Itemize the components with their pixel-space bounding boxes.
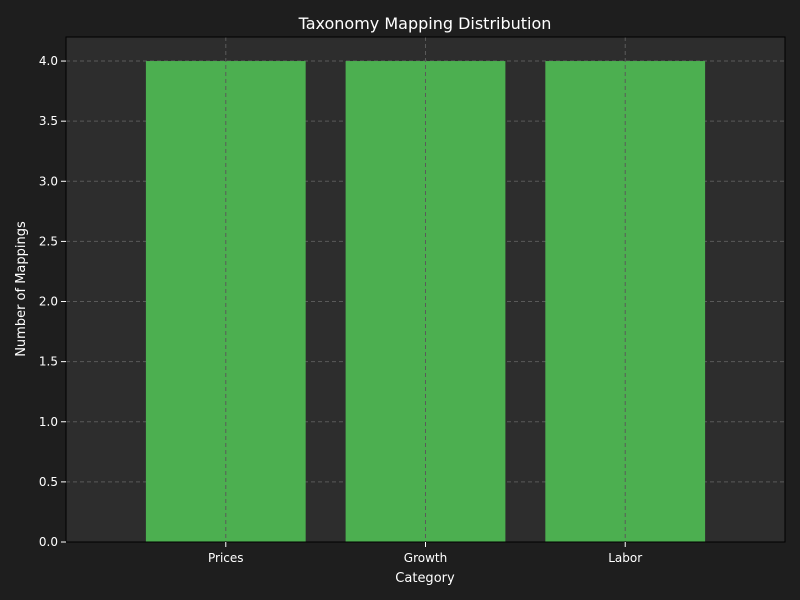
x-tick-label: Labor: [608, 551, 642, 565]
y-tick-label: 2.5: [39, 234, 58, 248]
x-tick-label: Growth: [404, 551, 447, 565]
x-axis: Prices Growth Labor: [208, 542, 642, 565]
x-axis-label: Category: [395, 571, 455, 586]
y-tick-label: 3.0: [39, 174, 58, 188]
y-tick-label: 3.5: [39, 114, 58, 128]
bars: [145, 37, 706, 543]
y-tick-label: 0.0: [39, 535, 58, 549]
y-axis-label: Number of Mappings: [14, 221, 29, 357]
chart-title: Taxonomy Mapping Distribution: [298, 14, 552, 33]
bar-labor: [545, 61, 706, 543]
y-tick-label: 1.5: [39, 355, 58, 369]
bar-prices: [145, 61, 306, 543]
x-tick-label: Prices: [208, 551, 244, 565]
y-tick-label: 1.0: [39, 415, 58, 429]
y-tick-label: 0.5: [39, 475, 58, 489]
y-tick-label: 2.0: [39, 295, 58, 309]
y-axis: 0.0 0.5 1.0 1.5 2.0 2.5 3.0 3.5 4.0: [39, 54, 66, 549]
y-tick-label: 4.0: [39, 54, 58, 68]
bar-growth: [345, 61, 506, 543]
